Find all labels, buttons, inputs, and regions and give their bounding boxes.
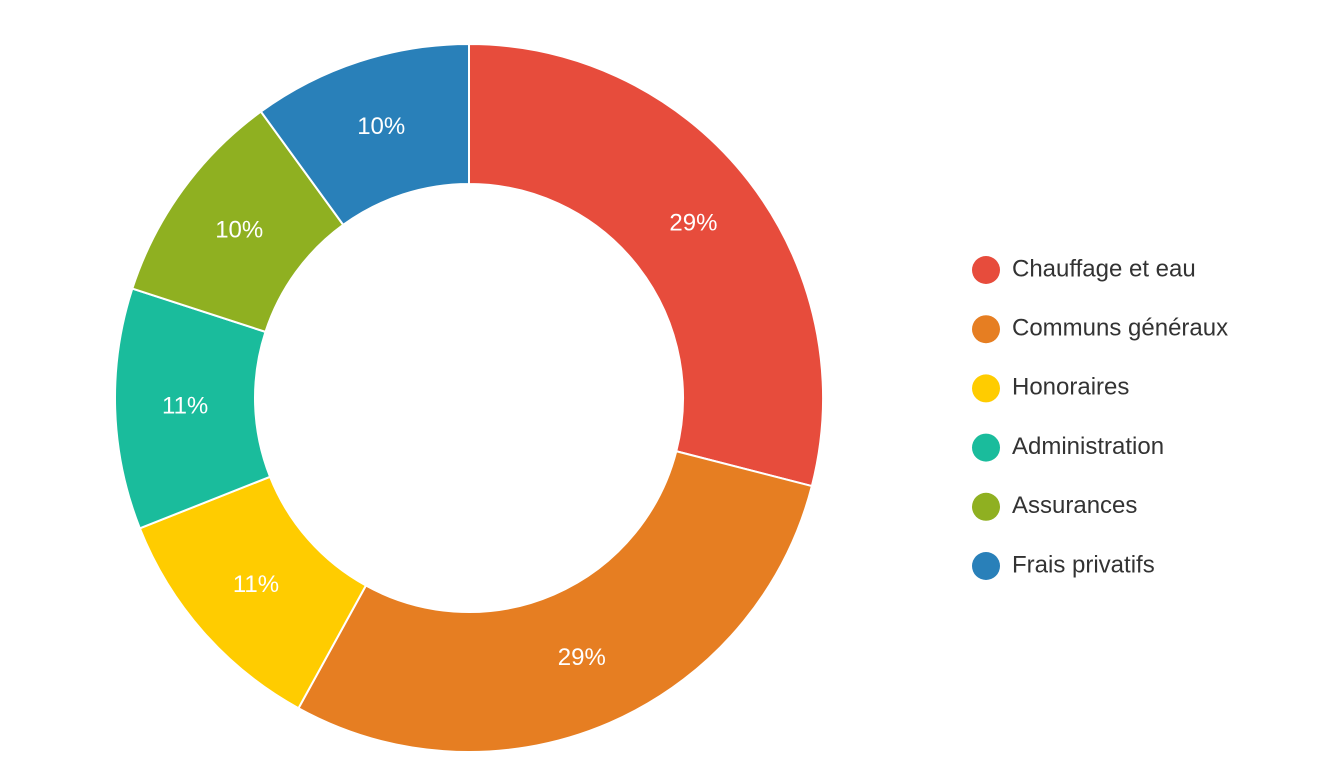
legend-marker <box>972 315 1000 344</box>
legend-label: Frais privatifs <box>1012 551 1155 578</box>
data-label: 29% <box>669 209 717 236</box>
donut-slice <box>297 450 814 753</box>
legend-label: Assurances <box>1012 492 1137 519</box>
data-label: 11% <box>233 571 279 598</box>
legend-marker <box>972 552 1000 580</box>
legend-label: Communs généraux <box>1012 315 1228 342</box>
legend-label: Chauffage et eau <box>1012 255 1196 282</box>
donut-slice <box>259 42 470 227</box>
donut-slice <box>468 42 824 488</box>
data-label: 11% <box>162 392 208 419</box>
legend-marker <box>972 492 1000 521</box>
legend-label: Administration <box>1012 433 1164 460</box>
data-label: 29% <box>558 644 606 671</box>
data-label: 10% <box>357 113 405 140</box>
data-label: 10% <box>215 216 263 243</box>
legend-marker <box>972 433 1000 462</box>
legend-label: Honoraires <box>1012 374 1129 401</box>
legend-marker <box>972 374 1000 403</box>
legend-marker <box>972 256 1000 284</box>
